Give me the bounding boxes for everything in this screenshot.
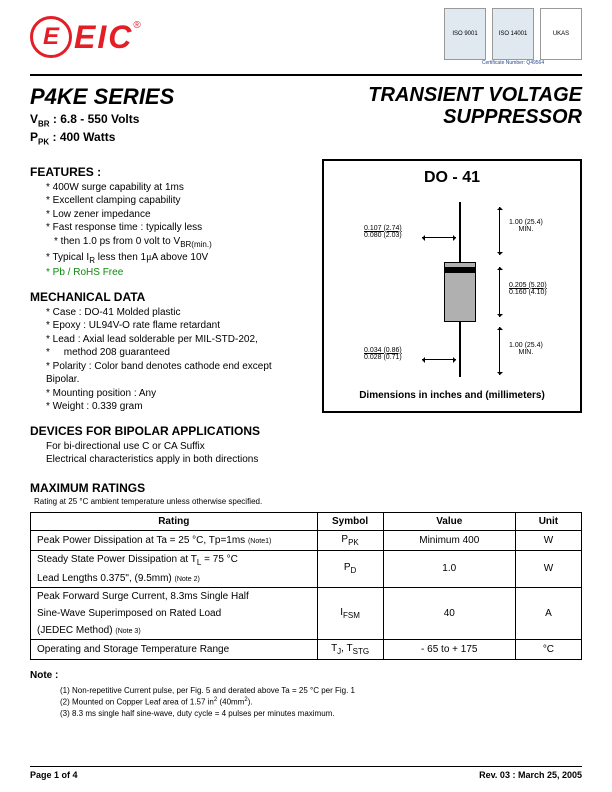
mechanical-heading: MECHANICAL DATA [30, 290, 307, 304]
series-title: P4KE SERIES [30, 84, 174, 110]
package-diagram: 0.107 (2.74)0.080 (2.03) 1.00 (25.4)MIN.… [334, 197, 570, 382]
note-item: (3) 8.3 ms single half sine-wave, duty c… [60, 708, 582, 719]
features-list: 400W surge capability at 1ms Excellent c… [30, 181, 307, 280]
col-symbol: Symbol [317, 512, 383, 530]
certifications: ISO 9001 ISO 14001 UKAS Certificate Numb… [444, 8, 582, 66]
table-row: Steady State Power Dissipation at TL = 7… [31, 550, 582, 570]
cert-iso9001: ISO 9001 [444, 8, 486, 60]
mech-item: Lead : Axial lead solderable per MIL-STD… [46, 333, 307, 347]
page-number: Page 1 of 4 [30, 770, 78, 780]
dim-min-bot: 1.00 (25.4)MIN. [509, 342, 543, 357]
revision-date: Rev. 03 : March 25, 2005 [479, 770, 582, 780]
ratings-table: Rating Symbol Value Unit Peak Power Diss… [30, 512, 582, 660]
feature-item: 400W surge capability at 1ms [46, 181, 307, 195]
dim-body-dia: 0.034 (0.86)0.028 (0.71) [364, 347, 402, 362]
page-footer: Page 1 of 4 Rev. 03 : March 25, 2005 [30, 766, 582, 780]
note-item: (2) Mounted on Copper Leaf area of 1.57 … [60, 696, 582, 708]
notes-heading: Note : [30, 670, 582, 681]
left-column: FEATURES : 400W surge capability at 1ms … [30, 155, 307, 467]
cert-iso14001: ISO 14001 [492, 8, 534, 60]
cert-ukas: UKAS [540, 8, 582, 60]
mech-item: method 208 guaranteed [46, 346, 307, 360]
feature-item: Typical IR less then 1μA above 10V [46, 251, 307, 267]
package-caption: Dimensions in inches and (millimeters) [334, 390, 570, 401]
note-item: (1) Non-repetitive Current pulse, per Fi… [60, 685, 582, 696]
logo-mark: E [30, 16, 72, 58]
dim-body-len: 0.205 (5.20)0.160 (4.10) [509, 282, 547, 297]
brand-logo: E EIC ® [30, 16, 141, 58]
logo-text: EIC [74, 19, 133, 56]
package-column: DO - 41 0.107 (2.74)0.080 (2.03) 1.00 (2… [322, 155, 582, 467]
feature-item: Low zener impedance [46, 208, 307, 222]
feature-item: Excellent clamping capability [46, 194, 307, 208]
dim-lead-dia: 0.107 (2.74)0.080 (2.03) [364, 225, 402, 240]
bipolar-text: For bi-directional use C or CA Suffix El… [30, 440, 307, 467]
table-row: Peak Forward Surge Current, 8.3ms Single… [31, 587, 582, 605]
col-unit: Unit [515, 512, 581, 530]
ratings-heading: MAXIMUM RATINGS [30, 481, 582, 495]
package-title: DO - 41 [334, 169, 570, 187]
vbr-spec: VBR : 6.8 - 550 Volts [30, 112, 174, 128]
package-outline-box: DO - 41 0.107 (2.74)0.080 (2.03) 1.00 (2… [322, 159, 582, 413]
cert-number-1: Certificate Number: Q49564 [444, 60, 582, 66]
feature-item: Fast response time : typically less [46, 221, 307, 235]
col-rating: Rating [31, 512, 318, 530]
mech-item: Weight : 0.339 gram [46, 400, 307, 414]
ppk-spec: PPK : 400 Watts [30, 130, 174, 146]
ratings-subtext: Rating at 25 °C ambient temperature unle… [30, 497, 582, 506]
registered-icon: ® [133, 20, 140, 31]
main-title: TRANSIENT VOLTAGE SUPPRESSOR [322, 84, 582, 128]
table-row: Peak Power Dissipation at Ta = 25 °C, Tp… [31, 530, 582, 550]
feature-rohs: Pb / RoHS Free [46, 266, 307, 280]
notes-list: (1) Non-repetitive Current pulse, per Fi… [30, 685, 582, 719]
table-row: Operating and Storage Temperature Range … [31, 639, 582, 659]
mech-item: Epoxy : UL94V-O rate flame retardant [46, 319, 307, 333]
features-heading: FEATURES : [30, 165, 307, 179]
bipolar-heading: DEVICES FOR BIPOLAR APPLICATIONS [30, 424, 307, 438]
feature-item: then 1.0 ps from 0 volt to VBR(min.) [46, 235, 307, 251]
mech-item: Polarity : Color band denotes cathode en… [46, 360, 307, 387]
mech-item: Case : DO-41 Molded plastic [46, 306, 307, 320]
mech-item: Mounting position : Any [46, 387, 307, 401]
col-value: Value [383, 512, 515, 530]
header-bar: E EIC ® ISO 9001 ISO 14001 UKAS Certific… [0, 0, 612, 70]
mechanical-list: Case : DO-41 Molded plastic Epoxy : UL94… [30, 306, 307, 414]
dim-min-top: 1.00 (25.4)MIN. [509, 219, 543, 234]
